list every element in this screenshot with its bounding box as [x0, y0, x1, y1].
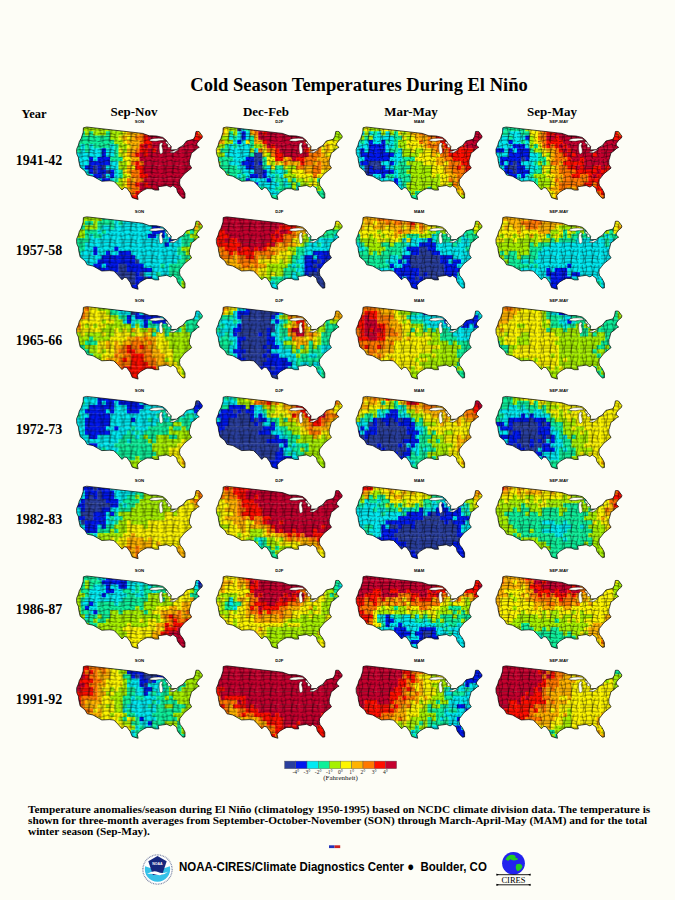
svg-text:2°: 2° [361, 769, 366, 775]
svg-text:3°: 3° [372, 769, 377, 775]
svg-text:NOAA: NOAA [152, 862, 163, 866]
svg-text:-3°: -3° [304, 769, 311, 775]
svg-text:-2°: -2° [315, 769, 322, 775]
svg-text:-4°: -4° [292, 769, 299, 775]
svg-text:4°: 4° [383, 769, 388, 775]
svg-text:CIRES: CIRES [501, 875, 525, 885]
svg-text:(Fahrenheit): (Fahrenheit) [323, 774, 358, 782]
